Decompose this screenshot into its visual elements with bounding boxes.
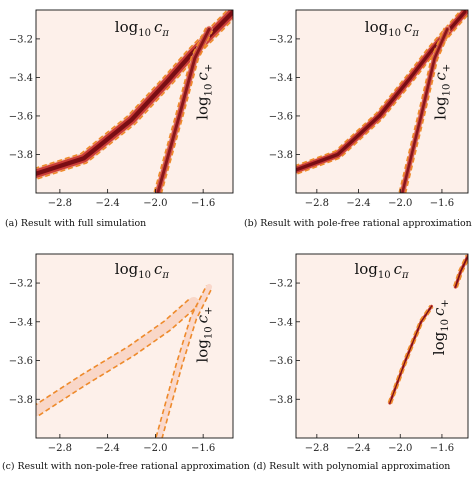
y-tick-label: −3.6 [9,111,33,122]
panel-caption: (d) Result with polynomial approximation [253,461,450,472]
x-tick-label: −2.8 [305,198,329,209]
contour-cplus-lower [155,285,208,438]
label-log10-cplus: log10c+ [430,299,451,355]
contour-cplus-upper [161,287,213,438]
x-tick-label: −2.0 [388,198,412,209]
band-cplus-core [389,305,433,404]
label-log10-cpi: log10 cπ [115,260,170,281]
contour-cplus-upper [390,306,434,404]
y-tick-label: −3.4 [9,317,33,328]
x-tick-label: −2.4 [346,443,370,454]
label-log10-cplus: log10c+ [432,64,453,120]
x-tick-label: −2.8 [48,443,72,454]
y-tick-label: −3.2 [269,34,293,45]
y-tick-label: −3.2 [269,279,293,290]
label-log10-cpi: log10 cπ [115,18,170,39]
contour-corner-lower [453,254,468,287]
x-tick-label: −2.0 [143,443,167,454]
band-cplus-halo [156,283,213,438]
contour-cpi-upper [38,305,198,417]
contour-cpi-lower [296,10,463,167]
plot-frame [295,9,469,194]
x-tick-label: −2.8 [48,198,72,209]
plot-background [296,254,468,438]
y-tick-label: −3.4 [269,73,293,84]
x-tick-label: −2.4 [346,198,370,209]
band-cpi-halo [36,297,199,417]
y-tick-label: −3.6 [269,356,293,367]
panel-caption: (b) Result with pole-free rational appro… [244,218,472,229]
label-log10-cplus: log10c+ [193,307,214,363]
panel-d: −2.8 −2.4 −2.0 −1.6 −3.2 −3.4 −3.6 −3.8 log10 cπ l… [253,253,469,472]
y-tick-label: −3.2 [9,34,33,45]
x-tick-label: −2.4 [95,198,119,209]
contour-cplus-lower [398,27,446,193]
y-tick-label: −3.8 [9,395,33,406]
contour-cplus-lower [153,27,207,193]
x-tick-label: −1.6 [430,443,454,454]
x-tick-label: −1.6 [191,198,215,209]
x-tick-label: −2.8 [305,443,329,454]
label-log10-cpi: log10 cπ [365,18,420,39]
x-tick-label: −2.4 [95,443,119,454]
x-tick-label: −1.6 [430,198,454,209]
x-tick-label: −2.0 [388,443,412,454]
band-cplus-core [401,28,449,193]
panel-b: −2.8 −2.4 −2.0 −1.6 −3.2 −3.4 −3.6 −3.8 log10 cπ l… [244,9,472,229]
y-tick-label: −3.6 [9,356,33,367]
y-tick-label: −3.8 [269,150,293,161]
y-tick-label: −3.2 [9,279,33,290]
y-tick-label: −3.8 [269,395,293,406]
contour-corner-upper [456,258,468,288]
label-log10-cplus: log10c+ [193,64,214,120]
panel-c: −2.8 −2.4 −2.0 −1.6 −3.2 −3.4 −3.6 −3.8 log10 cπ l… [2,253,250,472]
plot-frame [35,253,234,439]
y-tick-label: −3.4 [269,317,293,328]
panel-a: −2.8 −2.4 −2.0 −1.6 −3.2 −3.4 −3.6 −3.8 log10 cπ l… [5,9,234,229]
plot-frame [295,253,469,439]
contour-cpi-lower [36,297,191,406]
x-tick-label: −2.0 [143,198,167,209]
panel-caption: (a) Result with full simulation [5,218,146,229]
y-tick-label: −3.8 [9,150,33,161]
band-cplus-core [156,27,211,193]
contour-cplus-lower [387,304,431,403]
label-log10-cpi: log10 cπ [354,260,409,281]
y-tick-label: −3.6 [269,111,293,122]
panel-caption: (c) Result with non-pole-free rational a… [2,461,250,472]
contour-cplus-upper [404,30,451,193]
y-tick-label: −3.4 [9,73,33,84]
plot-background [36,254,233,438]
plot-frame [35,9,234,194]
band-corner-core [454,255,468,288]
x-tick-label: −1.6 [191,443,215,454]
contour-cpi-lower [36,10,229,169]
contour-cplus-upper [160,30,214,193]
